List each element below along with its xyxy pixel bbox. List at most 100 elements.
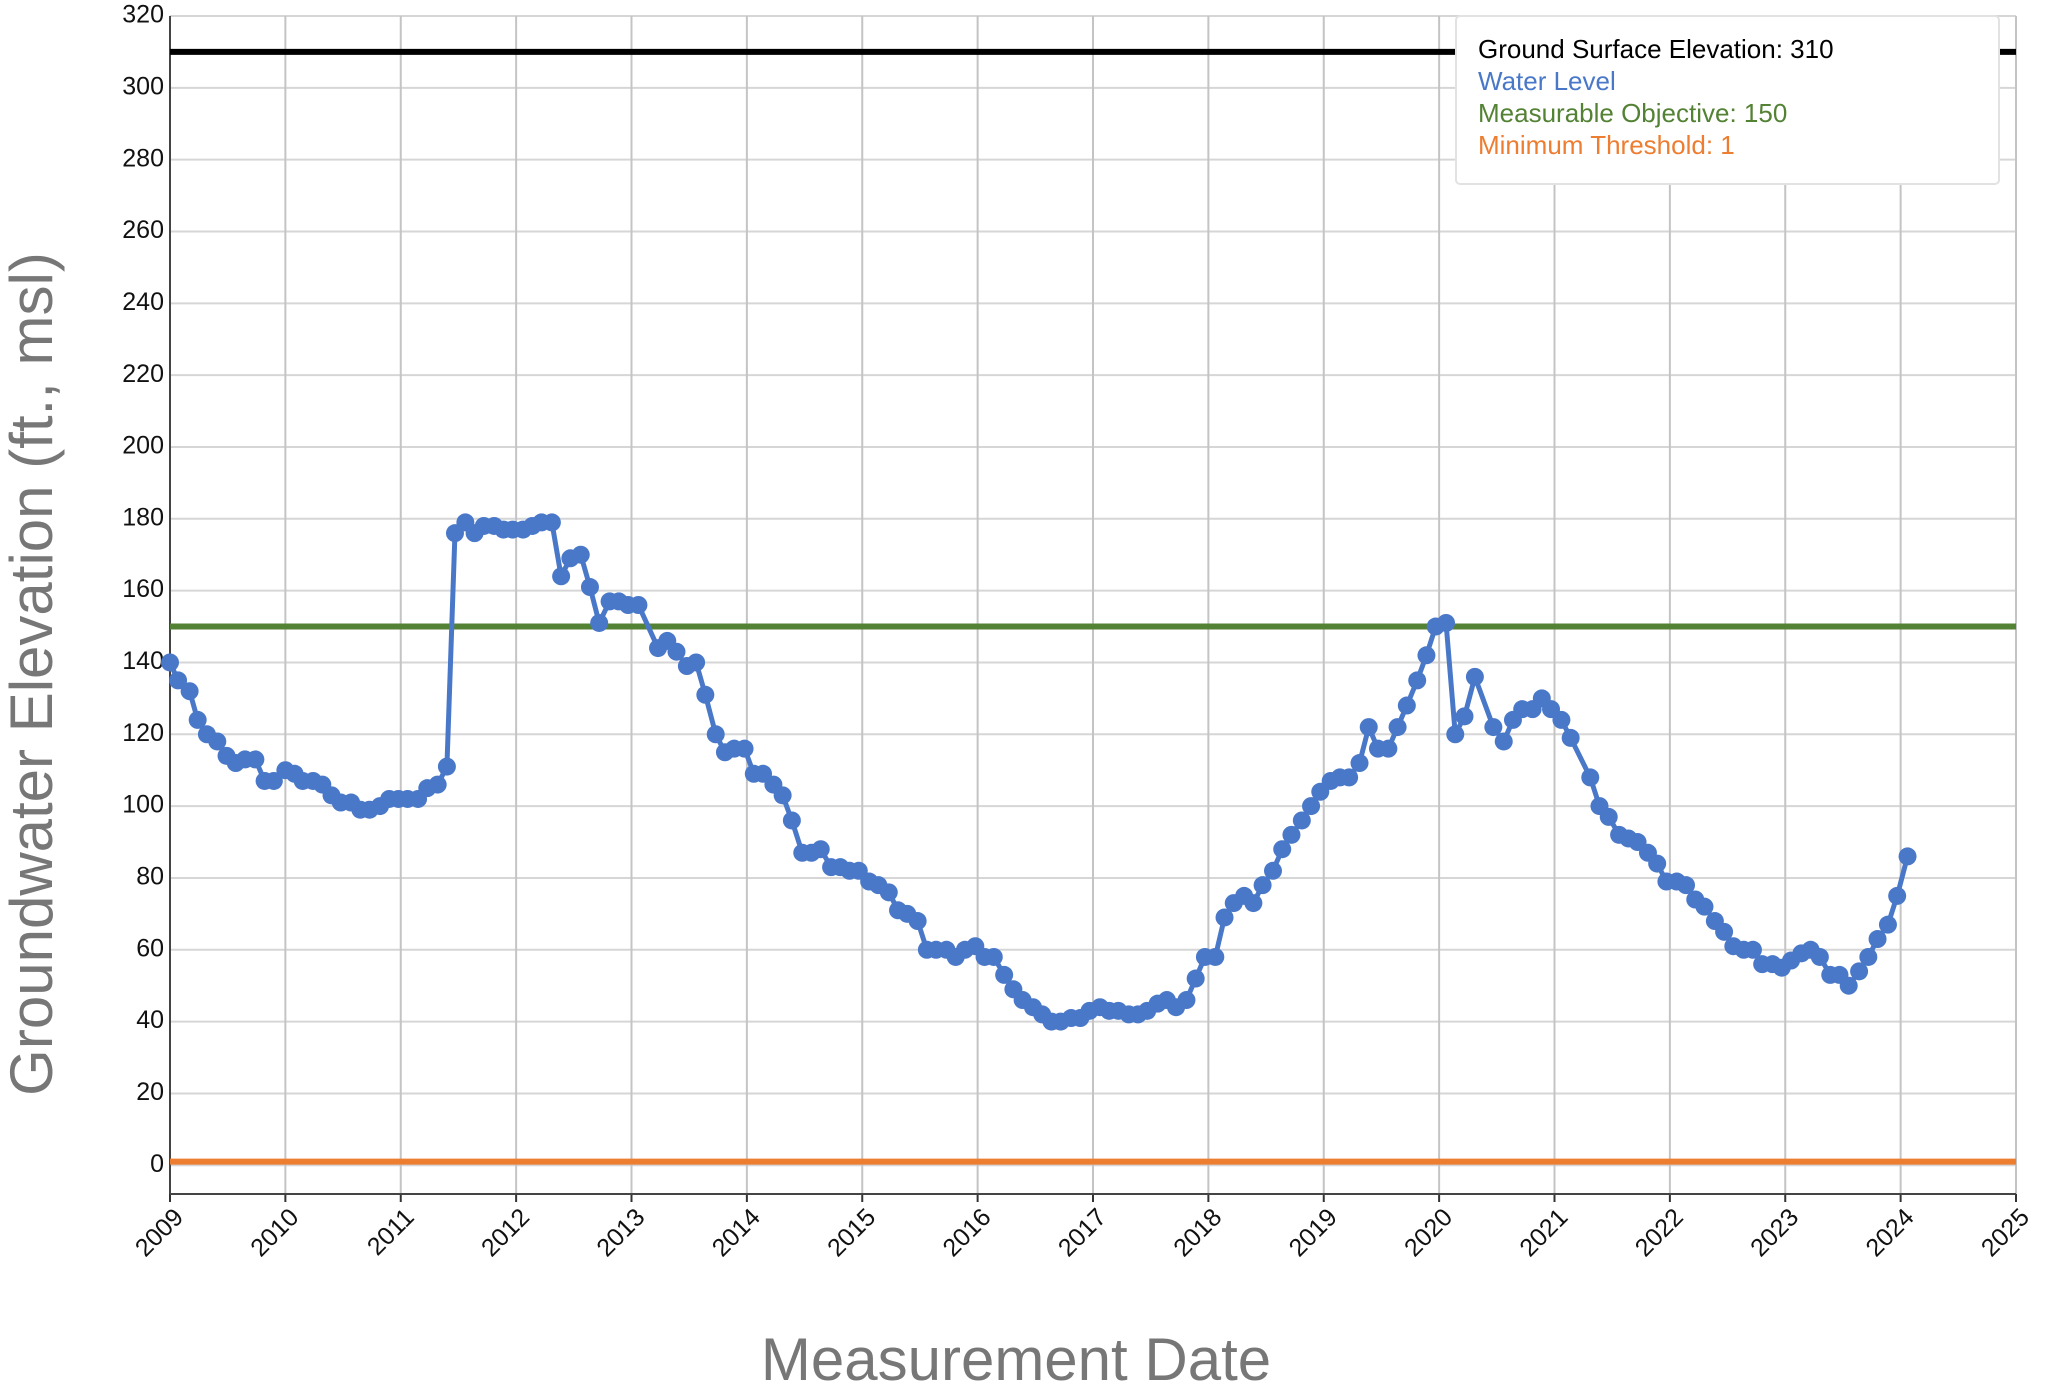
data-point: [773, 786, 792, 805]
y-tick-label: 60: [136, 934, 164, 962]
data-point: [629, 596, 648, 614]
data-point: [735, 739, 754, 758]
data-point: [1177, 991, 1196, 1010]
x-tick-label: 2022: [1630, 1203, 1689, 1262]
y-axis-title: Groundwater Elevation (ft., msl): [0, 252, 65, 1096]
data-point: [1581, 768, 1600, 787]
data-point: [667, 642, 686, 661]
data-point: [180, 682, 199, 701]
y-tick-label: 160: [122, 575, 164, 603]
water-level-line: [167, 519, 1910, 1025]
data-point: [1898, 847, 1917, 866]
x-tick-label: 2019: [1284, 1203, 1343, 1262]
data-point: [1888, 886, 1907, 905]
y-tick-label: 80: [136, 863, 164, 891]
y-tick-label: 220: [122, 360, 164, 388]
y-tick-label: 280: [122, 144, 164, 172]
data-point: [1282, 825, 1301, 844]
data-point: [1186, 969, 1205, 988]
x-tick-label: 2011: [362, 1203, 420, 1261]
data-point: [1810, 947, 1829, 966]
x-tick-label: 2014: [707, 1203, 766, 1262]
data-point: [1868, 930, 1887, 949]
legend-entry: Water Level: [1478, 66, 1616, 96]
data-point: [428, 775, 447, 794]
data-point: [1446, 725, 1465, 744]
data-point: [1859, 947, 1878, 966]
y-tick-label: 260: [122, 216, 164, 244]
x-tick-label: 2009: [130, 1203, 189, 1262]
data-point: [1215, 908, 1234, 927]
x-tick-label: 2018: [1168, 1203, 1227, 1262]
data-point: [1850, 962, 1869, 981]
data-point: [1455, 707, 1474, 726]
data-point: [995, 965, 1014, 984]
data-point: [1379, 739, 1398, 758]
data-point: [1417, 646, 1436, 665]
y-tick-label: 180: [122, 503, 164, 531]
data-point: [1397, 696, 1416, 715]
x-tick-label: 2021: [1514, 1203, 1573, 1262]
data-point: [1599, 807, 1618, 826]
data-point: [552, 567, 571, 586]
data-point: [696, 685, 715, 704]
data-point: [1552, 710, 1571, 729]
data-point: [1359, 718, 1378, 737]
data-point: [571, 545, 590, 564]
data-point: [782, 811, 801, 830]
data-point: [1484, 718, 1503, 737]
legend-entry: Measurable Objective: 150: [1478, 98, 1787, 128]
y-tick-label: 320: [122, 1, 164, 29]
data-point: [1350, 754, 1369, 773]
y-tick-label: 240: [122, 288, 164, 316]
data-point: [1494, 732, 1513, 751]
data-point: [542, 513, 561, 532]
y-tick-label: 200: [122, 432, 164, 460]
data-point: [687, 653, 706, 672]
data-point: [1648, 854, 1667, 873]
data-point: [908, 912, 927, 931]
data-point: [1302, 797, 1321, 816]
data-point: [1561, 728, 1580, 747]
data-point: [246, 750, 265, 769]
data-point: [1206, 947, 1225, 966]
x-axis-title: Measurement Date: [761, 1326, 1271, 1393]
x-tick-label: 2024: [1860, 1203, 1919, 1262]
data-point: [1465, 667, 1484, 686]
data-point: [1340, 768, 1359, 787]
data-point: [1743, 940, 1762, 959]
y-tick-label: 40: [136, 1006, 164, 1034]
x-tick-label: 2023: [1745, 1203, 1804, 1262]
x-tick-label: 2012: [476, 1203, 535, 1262]
data-point: [590, 613, 609, 632]
x-tick-label: 2015: [822, 1203, 881, 1262]
legend-entry: Ground Surface Elevation: 310: [1478, 34, 1834, 64]
data-point: [1273, 840, 1292, 859]
data-point: [1437, 613, 1456, 632]
data-point: [1253, 876, 1272, 895]
data-point: [208, 732, 227, 751]
x-tick-label: 2010: [245, 1203, 304, 1262]
data-point: [437, 757, 456, 776]
y-tick-label: 100: [122, 791, 164, 819]
data-point: [1263, 861, 1282, 880]
x-tick-label: 2020: [1399, 1203, 1458, 1262]
data-point: [1408, 671, 1427, 690]
y-tick-label: 120: [122, 719, 164, 747]
data-point: [1244, 894, 1263, 913]
data-point: [161, 653, 179, 672]
legend-box: [1455, 15, 2000, 185]
data-point: [879, 883, 898, 902]
y-tick-label: 300: [122, 72, 164, 100]
data-point: [1839, 976, 1858, 995]
data-point: [169, 671, 188, 690]
data-point: [1388, 718, 1407, 737]
x-tick-label: 2017: [1053, 1203, 1112, 1262]
data-point: [1878, 915, 1897, 934]
x-tick-label: 2025: [1976, 1203, 2035, 1262]
y-tick-label: 0: [150, 1150, 164, 1178]
data-point: [1292, 811, 1311, 830]
data-point: [264, 771, 283, 790]
